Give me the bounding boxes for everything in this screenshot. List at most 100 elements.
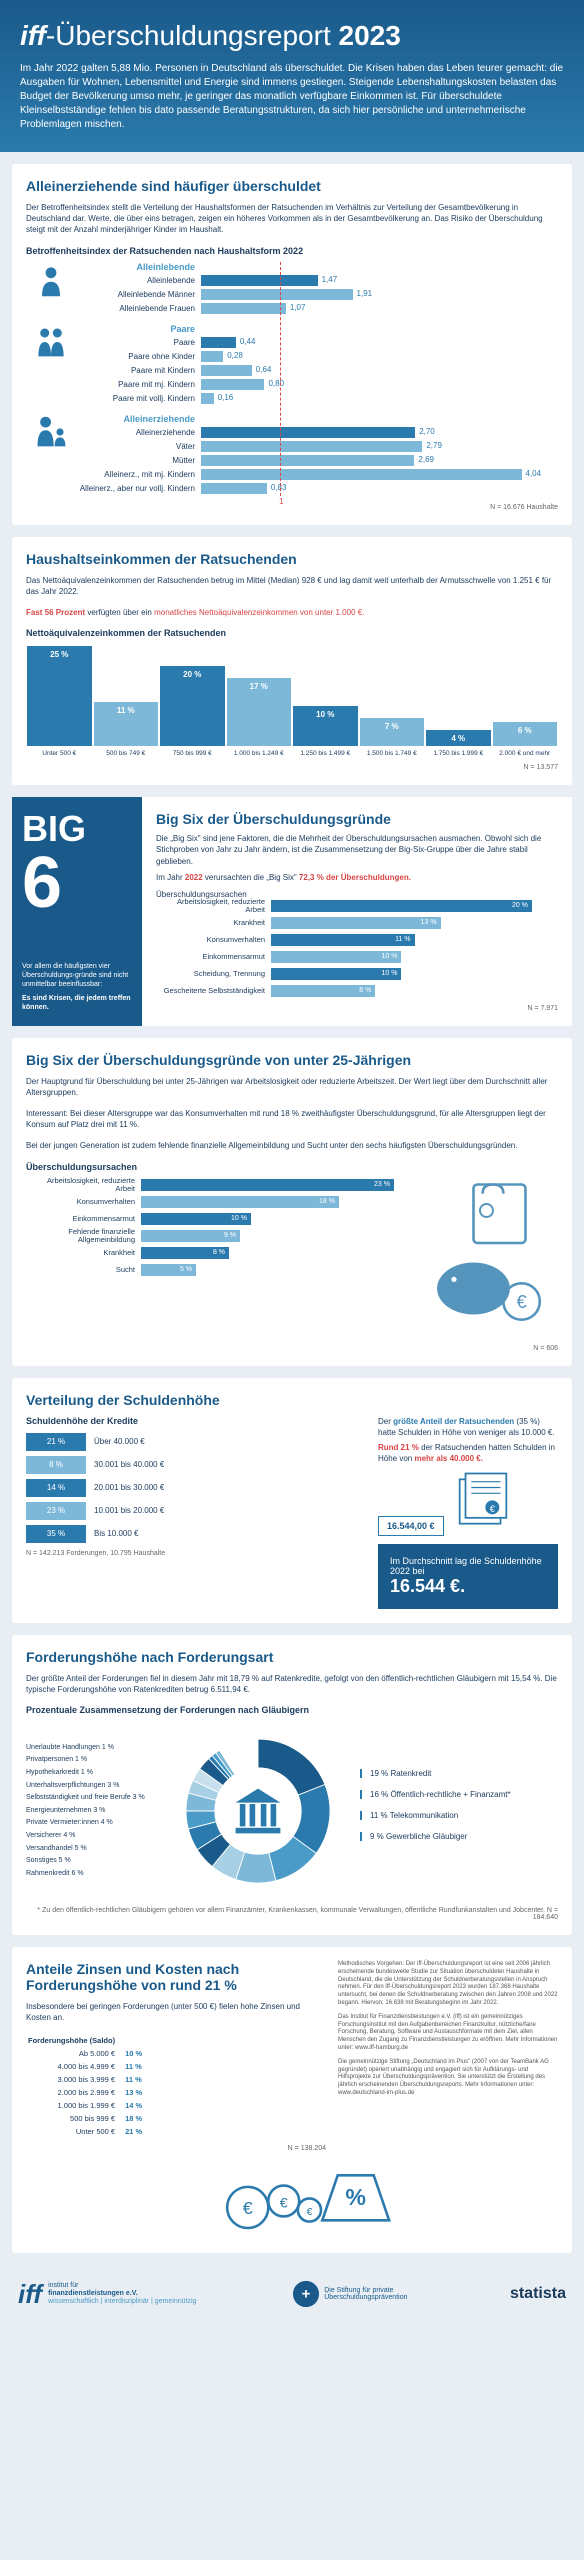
bar-label: Paare ohne Kinder <box>76 352 201 361</box>
bar-cat: 2.000 € und mehr <box>499 750 550 758</box>
s4-sub1: Der Hauptgrund für Überschuldung bei unt… <box>26 1076 558 1098</box>
cause-label: Sucht <box>26 1266 141 1274</box>
statista-logo: statista <box>510 2285 566 2303</box>
big6-bar: Arbeitslosigkeit, reduzierte Arbeit20 % <box>156 899 558 914</box>
bar-row: Alleinlebende Männer1,91 <box>76 288 558 301</box>
iff-logo: iff institut für finanzdienstleistungen … <box>18 2279 196 2310</box>
s4-chart: Arbeitslosigkeit, reduzierte Arbeit23 % K… <box>26 1178 416 1339</box>
under25-bar: Fehlende finanzielle Allgemeinbildung 9 % <box>26 1229 416 1244</box>
income-bar: 4 %1.750 bis 1.999 € <box>426 730 491 758</box>
big6-bar: Konsumverhalten11 % <box>156 933 558 948</box>
donut-label-right: 9 % Gewerbliche Gläubiger <box>360 1832 558 1841</box>
pct-cell: 13 % <box>125 2087 150 2098</box>
bar-row: Alleinerz., mit mj. Kindern4,04 <box>76 468 558 481</box>
range-cell: 2.000 bis 2.999 € <box>28 2087 123 2098</box>
bar-label: Väter <box>76 442 201 451</box>
bar-value: 0,44 <box>240 337 256 346</box>
cause-label: Einkommensarmut <box>156 953 271 961</box>
donut-label-left: Rahmenkredit 6 % <box>26 1868 156 1881</box>
s4-caption: Überschuldungsursachen <box>26 1162 558 1172</box>
pct-cell: 21 % <box>125 2126 150 2137</box>
bar-label: Paare <box>76 338 201 347</box>
s6-caption: Prozentuale Zusammensetzung der Forderun… <box>26 1705 558 1715</box>
household-icon <box>26 414 76 450</box>
big6-bar: Gescheiterte Selbstständigkeit8 % <box>156 984 558 999</box>
bar-pct: 11 % <box>117 706 135 715</box>
six-text: 6 <box>22 847 132 919</box>
s4-title: Big Six der Überschuldungsgründe von unt… <box>26 1052 558 1068</box>
bar-value: 2,79 <box>426 441 442 450</box>
big6-bar: Einkommensarmut10 % <box>156 950 558 965</box>
title-mid: -Überschuldungsreport <box>46 20 331 51</box>
under25-bar: Einkommensarmut 10 % <box>26 1212 416 1227</box>
s6-starnote: * Zu den öffentlich-rechtlichen Gläubige… <box>26 1907 558 1921</box>
range-cell: 1.000 bis 1.999 € <box>28 2100 123 2111</box>
debt-pct: 14 % <box>26 1479 86 1497</box>
income-bar: 20 %750 bis 999 € <box>160 666 225 758</box>
cause-label: Krankheit <box>156 919 271 927</box>
bar-value: 0,16 <box>218 393 234 402</box>
donut-label-left: Unterhaltsverpflichtungen 3 % <box>26 1780 156 1793</box>
s4-icons: € <box>428 1178 558 1339</box>
interest-row: 500 bis 999 €18 % <box>28 2113 150 2124</box>
donut-label-left: Versicherer 4 % <box>26 1830 156 1843</box>
donut-label-right: 11 % Telekommunikation <box>360 1811 558 1820</box>
debt-pct: 8 % <box>26 1456 86 1474</box>
bar-row: Paare ohne Kinder 0,28 <box>76 350 558 363</box>
coins-pct-icon: € € € % <box>66 2156 558 2238</box>
bar-pct: 20 % <box>183 670 201 679</box>
big6-bar: Krankheit13 % <box>156 916 558 931</box>
s5-chart: 21 %Über 40.000 € 8 %30.001 bis 40.000 € 1… <box>26 1432 366 1544</box>
bar-label: Mütter <box>76 456 201 465</box>
cause-label: Einkommensarmut <box>26 1215 141 1223</box>
s5-title: Verteilung der Schuldenhöhe <box>26 1392 558 1408</box>
bar-row: Paare mit mj. Kindern0,80 <box>76 378 558 391</box>
cause-pct: 11 % <box>395 934 410 946</box>
cause-label: Fehlende finanzielle Allgemeinbildung <box>26 1228 141 1245</box>
income-bar: 11 %500 bis 749 € <box>94 702 159 758</box>
bar-label: Paare mit mj. Kindern <box>76 380 201 389</box>
bar-value: 0,28 <box>227 351 243 360</box>
footer: iff institut für finanzdienstleistungen … <box>0 2265 584 2324</box>
big6-left-1: Vor allem die häufigsten vier Überschuld… <box>22 962 132 989</box>
debt-row: 21 %Über 40.000 € <box>26 1432 366 1452</box>
under25-bar: Arbeitslosigkeit, reduzierte Arbeit23 % <box>26 1178 416 1193</box>
s1-title: Alleinerziehende sind häufiger überschul… <box>26 178 558 194</box>
s7-footnote: N = 138.204 <box>26 2145 326 2152</box>
bar-cat: 1.000 bis 1.249 € <box>234 750 284 758</box>
pct-cell: 10 % <box>125 2048 150 2059</box>
bar-value: 1,07 <box>290 303 306 312</box>
under25-bar: Krankheit8 % <box>26 1246 416 1261</box>
bar-row: Paare mit vollj. Kindern0,16 <box>76 392 558 405</box>
bar-label: Alleinerz., aber nur vollj. Kindern <box>76 484 201 493</box>
svg-text:€: € <box>243 2198 253 2218</box>
bar-row: Paare mit Kindern0,64 <box>76 364 558 377</box>
s5-right1: Der größte Anteil der Ratsuchenden (35 %… <box>378 1416 558 1438</box>
s6-title: Forderungshöhe nach Forderungsart <box>26 1649 558 1665</box>
debt-row: 8 %30.001 bis 40.000 € <box>26 1455 366 1475</box>
documents-icon: € <box>448 1470 518 1528</box>
interest-row: 2.000 bis 2.999 €13 % <box>28 2087 150 2098</box>
s2-line2: Fast 56 Prozent verfügten über ein monat… <box>26 607 558 618</box>
cause-pct: 10 % <box>231 1213 247 1225</box>
range-cell: 3.000 bis 3.999 € <box>28 2074 123 2085</box>
donut-label-left: Energieunternehmen 3 % <box>26 1805 156 1818</box>
s6-right-labels: 19 % Ratenkredit16 % Öffentlich-rechtlic… <box>360 1769 558 1853</box>
bar-pct: 7 % <box>385 722 399 731</box>
bar-label: Alleinlebende <box>76 276 201 285</box>
range-cell: 4.000 bis 4.999 € <box>28 2061 123 2072</box>
household-icon <box>26 324 76 360</box>
s5-right2: Rund 21 % der Ratsuchenden hatten Schuld… <box>378 1442 558 1464</box>
bar-value: 1,47 <box>322 275 338 284</box>
donut-label-left: Privatpersonen 1 % <box>26 1754 156 1767</box>
s4-sub3: Bei der jungen Generation ist zudem fehl… <box>26 1140 558 1151</box>
shopping-piggy-icon: € <box>428 1178 558 1334</box>
bar-row: Mütter2,69 <box>76 454 558 467</box>
cause-pct: 9 % <box>224 1230 236 1242</box>
stiftung-logo: + Die Stiftung für private Überschuldung… <box>292 2280 414 2308</box>
s6-sub: Der größte Anteil der Forderungen fiel i… <box>26 1673 558 1695</box>
big6-callout: BIG 6 Vor allem die häufigsten vier Über… <box>12 797 142 1026</box>
iff-prefix: iff <box>20 20 46 51</box>
bar-label: Alleinlebende Frauen <box>76 304 201 313</box>
s7-sub: Insbesondere bei geringen Forderungen (u… <box>26 2001 326 2023</box>
